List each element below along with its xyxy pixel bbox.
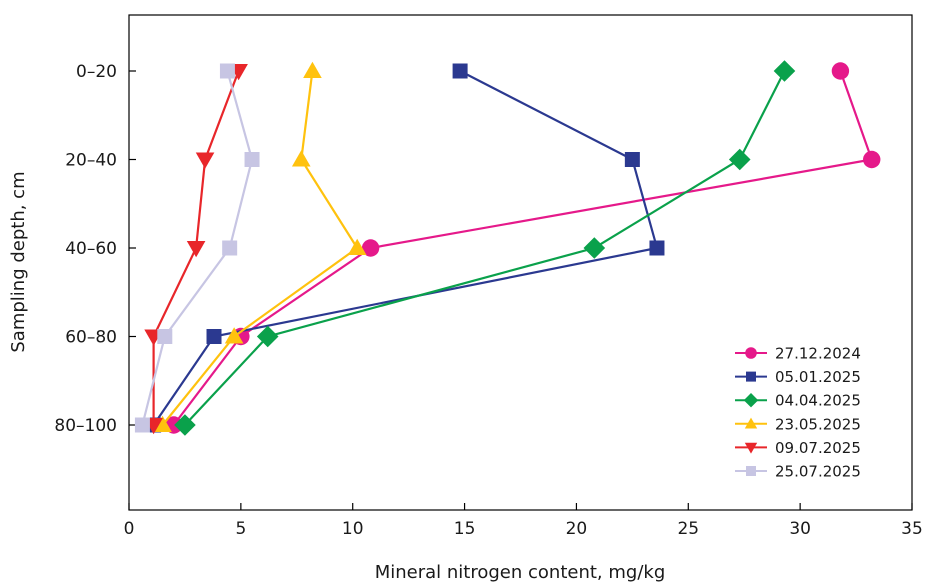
x-tick-label: 35 — [901, 519, 923, 539]
data-point — [244, 152, 260, 167]
legend-item: 05.01.2025 — [735, 368, 861, 386]
data-point — [863, 150, 881, 169]
y-axis-title: Sampling depth, cm — [8, 171, 29, 352]
data-point — [134, 417, 150, 433]
data-point — [157, 329, 173, 344]
x-tick-label: 5 — [235, 519, 246, 539]
x-tick-label: 10 — [342, 519, 364, 539]
legend-marker — [746, 371, 756, 382]
data-point — [649, 240, 665, 256]
y-tick-label: 40–60 — [65, 239, 117, 259]
data-point — [291, 150, 311, 167]
legend-label: 25.07.2025 — [775, 463, 861, 481]
data-point — [624, 152, 640, 167]
data-point — [773, 60, 796, 82]
legend-label: 09.07.2025 — [775, 439, 861, 457]
data-point — [347, 238, 367, 255]
legend-item: 27.12.2024 — [735, 345, 861, 363]
legend-item: 25.07.2025 — [735, 463, 861, 481]
series-line — [172, 70, 874, 426]
data-point — [174, 414, 196, 436]
x-axis-title: Mineral nitrogen content, mg/kg — [375, 562, 666, 583]
y-tick-label: 0–20 — [76, 62, 117, 82]
data-point — [728, 148, 751, 171]
y-tick-label: 20–40 — [65, 151, 117, 171]
legend-label: 27.12.2024 — [775, 345, 861, 363]
x-tick-label: 20 — [566, 519, 588, 539]
y-tick-label: 80–100 — [54, 416, 117, 436]
data-point — [186, 241, 206, 258]
y-axis: 0–20 20–40 40–60 60–80 80–100 — [54, 62, 136, 436]
data-point — [222, 240, 238, 256]
legend-label: 23.05.2025 — [775, 415, 861, 433]
data-point — [583, 237, 606, 259]
plot-frame — [128, 14, 913, 511]
legend-marker — [743, 393, 759, 408]
data-point — [361, 239, 380, 257]
series-layer — [134, 60, 881, 436]
data-point — [153, 415, 172, 432]
data-point — [303, 61, 322, 78]
y-tick-label: 60–80 — [65, 328, 117, 348]
data-point — [219, 63, 235, 79]
legend-marker — [745, 347, 757, 359]
series-23.05.2025 — [153, 61, 367, 432]
series-27.12.2024 — [165, 62, 881, 434]
legend-marker — [746, 466, 756, 476]
data-point — [831, 62, 850, 80]
x-axis: 0 5 10 15 20 25 30 35 — [124, 503, 923, 539]
legend: 27.12.2024 05.01.2025 04.04.2025 23.05.2025… — [735, 345, 861, 481]
data-point — [224, 327, 244, 344]
data-point — [195, 152, 215, 169]
series-04.04.2025 — [174, 60, 796, 436]
data-point — [206, 329, 222, 344]
legend-label: 04.04.2025 — [775, 392, 861, 410]
x-tick-label: 30 — [789, 519, 811, 539]
series-25.07.2025 — [134, 63, 260, 433]
legend-marker — [744, 417, 758, 429]
series-line — [184, 70, 786, 426]
x-tick-label: 0 — [124, 519, 135, 539]
legend-item: 04.04.2025 — [735, 392, 861, 410]
legend-item: 09.07.2025 — [735, 439, 861, 457]
legend-label: 05.01.2025 — [775, 368, 861, 386]
data-point — [256, 325, 279, 348]
legend-item: 23.05.2025 — [735, 415, 861, 433]
data-point — [452, 63, 468, 79]
x-tick-label: 15 — [454, 519, 476, 539]
x-tick-label: 25 — [677, 519, 699, 539]
legend-marker — [744, 442, 758, 454]
